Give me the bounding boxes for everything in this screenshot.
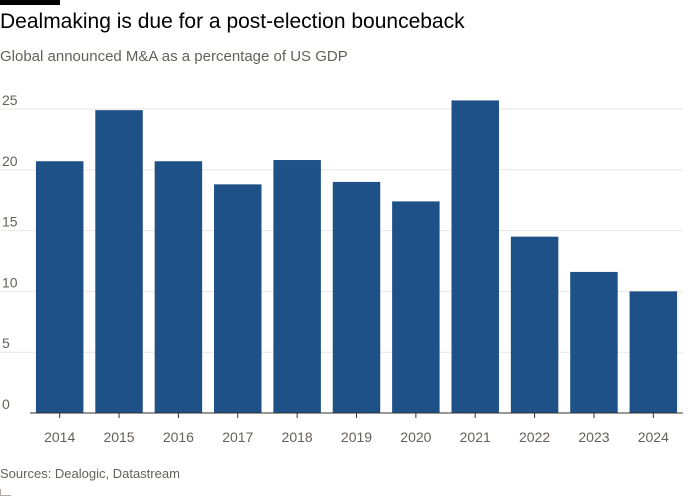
y-tick-labels: 0 5 10 15 20 25 xyxy=(2,92,18,412)
x-tick-label: 2023 xyxy=(578,429,609,445)
bar-2022 xyxy=(510,236,559,413)
bar-2017 xyxy=(214,184,262,413)
x-tick-label: 2020 xyxy=(400,429,431,445)
x-tick-label: 2021 xyxy=(460,429,491,445)
x-tick-label: 2017 xyxy=(222,429,253,445)
x-tick-label: 2024 xyxy=(638,429,669,445)
bar-2016 xyxy=(154,161,203,413)
x-tick-label: 2019 xyxy=(341,429,372,445)
y-tick-label: 10 xyxy=(2,274,18,290)
y-tick-label: 0 xyxy=(2,396,10,412)
bar-2018 xyxy=(273,160,321,413)
y-tick-label: 25 xyxy=(2,92,18,108)
x-tick-label: 2018 xyxy=(282,429,313,445)
chart-title: Dealmaking is due for a post-election bo… xyxy=(0,10,465,33)
bar-2020 xyxy=(392,201,440,413)
y-tick-label: 5 xyxy=(2,335,10,351)
source-note: Sources: Dealogic, Datastream xyxy=(0,466,180,481)
chart-subtitle: Global announced M&A as a percentage of … xyxy=(0,48,348,65)
x-tick-label: 2022 xyxy=(519,429,550,445)
bar-2024 xyxy=(629,291,678,413)
corner-mark xyxy=(0,489,11,496)
x-tick-labels: 2014 2015 2016 2017 2018 2019 2020 2021 2022 2023… xyxy=(44,429,669,445)
bar-2015 xyxy=(95,110,143,413)
x-tick-label: 2014 xyxy=(44,429,75,445)
bar-2021 xyxy=(451,100,499,413)
bar-2023 xyxy=(570,271,618,413)
brand-bar xyxy=(0,0,60,5)
y-tick-label: 20 xyxy=(2,153,18,169)
axis-layer xyxy=(30,412,683,418)
x-tick-label: 2016 xyxy=(163,429,194,445)
bar-2014 xyxy=(35,161,84,413)
bar-layer xyxy=(35,100,678,413)
y-tick-label: 15 xyxy=(2,214,18,230)
bar-2019 xyxy=(332,181,381,413)
x-tick-label: 2015 xyxy=(103,429,134,445)
